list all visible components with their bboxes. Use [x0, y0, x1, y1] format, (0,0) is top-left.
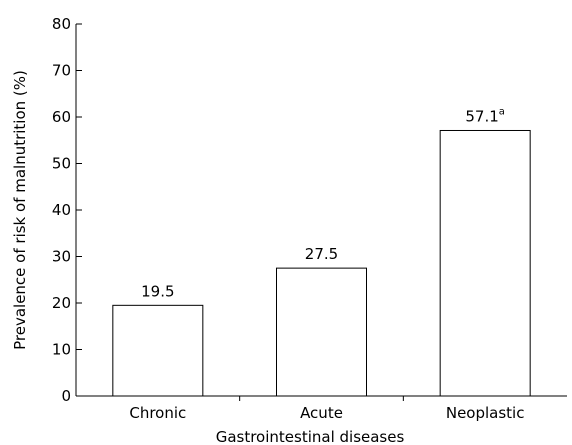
data-label-superscript: a — [499, 106, 505, 117]
y-tick-label: 10 — [52, 341, 71, 359]
y-tick-label: 20 — [52, 294, 71, 312]
y-tick-label: 80 — [52, 15, 71, 33]
bars — [112, 129, 531, 397]
y-axis-title: Prevalence of risk of malnutrition (%) — [11, 70, 29, 350]
y-tick-label: 40 — [52, 201, 71, 219]
y-tick-label: 30 — [52, 248, 71, 266]
bar-chronic — [112, 304, 204, 397]
x-tick-label-neoplastic: Neoplastic — [446, 404, 525, 422]
x-axis: Chronic Acute Neoplastic — [76, 395, 567, 422]
y-tick-label: 0 — [61, 387, 71, 405]
x-axis-title: Gastrointestinal diseases — [216, 428, 405, 445]
y-tick-label: 50 — [52, 155, 71, 173]
x-tick-label-acute: Acute — [300, 404, 343, 422]
y-axis: 0 10 20 30 40 50 60 70 80 — [52, 15, 82, 405]
data-label-neoplastic: 57.1a — [465, 106, 505, 125]
y-tick-label: 70 — [52, 62, 71, 80]
bar-neoplastic — [439, 129, 531, 397]
data-label-acute: 27.5 — [305, 245, 338, 263]
data-label-chronic: 19.5 — [141, 282, 174, 300]
data-labels: 19.5 27.5 57.1a — [141, 106, 505, 300]
bar-acute — [276, 267, 367, 397]
x-tick-label-chronic: Chronic — [129, 404, 186, 422]
y-tick-label: 60 — [52, 108, 71, 126]
